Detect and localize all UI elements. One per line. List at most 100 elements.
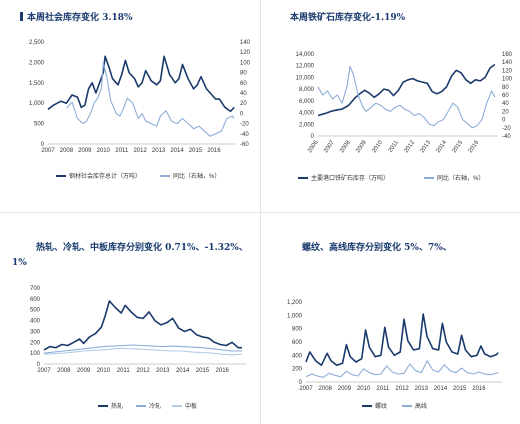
y-tick-label-left: 2,000 xyxy=(299,122,315,128)
y-tick-label-left: 600 xyxy=(30,297,41,303)
y-tick-label-right: 120 xyxy=(502,68,513,74)
x-tick-label: 2014 xyxy=(170,148,184,154)
y-tick-label-left: 10,000 xyxy=(296,75,315,81)
y-tick-label-right: 120 xyxy=(240,50,251,56)
y-tick-label-right: -60 xyxy=(240,142,249,148)
y-tick-label-left: 0 xyxy=(41,142,45,148)
x-tick-label: 2012 xyxy=(403,139,416,154)
x-tick-label: 2016 xyxy=(472,386,486,392)
y-tick-label-left: 500 xyxy=(34,122,45,128)
series-line-1 xyxy=(305,360,499,378)
series-line-2 xyxy=(43,347,243,356)
y-tick-label-left: 0 xyxy=(37,362,41,368)
x-tick-label: 2016 xyxy=(468,139,481,154)
chart-panel-0: 0 500 1,000 1,500 2,000 2,500 -60 -40 -20 0 20 40 60… xyxy=(29,40,251,180)
y-tick-label-left: 1,000 xyxy=(29,101,45,107)
y-tick-label-right: 60 xyxy=(240,81,247,87)
y-tick-label-right: 60 xyxy=(502,93,509,99)
y-tick-label-right: 0 xyxy=(240,111,244,117)
y-tick-label-left: 600 xyxy=(292,340,303,346)
title-text: 本周社会库存变化 3.18% xyxy=(27,13,133,23)
legend-label: 同比（右轴，%） xyxy=(437,174,484,182)
y-tick-label-left: 700 xyxy=(30,286,41,292)
y-tick-label-left: 8,000 xyxy=(299,87,315,93)
y-tick-label-right: 40 xyxy=(502,101,509,107)
x-tick-label: 2013 xyxy=(156,368,170,374)
x-tick-label: 2008 xyxy=(339,139,352,154)
y-tick-label-right: 20 xyxy=(502,109,509,115)
y-tick-label-left: 200 xyxy=(292,367,303,373)
title-text: 1% xyxy=(12,258,27,268)
x-tick-label: 2011 xyxy=(376,386,390,392)
y-tick-label-left: 1,500 xyxy=(29,81,45,87)
legend-label: 螺纹 xyxy=(375,402,387,410)
x-tick-label: 2015 xyxy=(189,148,203,154)
x-tick-label: 2007 xyxy=(41,148,55,154)
x-tick-label: 2010 xyxy=(371,139,384,154)
x-tick-label: 2012 xyxy=(136,368,150,374)
title-plate-inventory: 热轧、冷轧、中板库存分别变化 0.71%、-1.32%、 xyxy=(36,240,248,253)
y-tick-label-right: 100 xyxy=(502,77,513,83)
y-tick-label-right: 160 xyxy=(502,52,513,58)
x-tick-label: 2009 xyxy=(78,148,92,154)
x-tick-label: 2007 xyxy=(37,368,51,374)
title-plate-inventory-line2: 1% xyxy=(12,258,27,268)
x-tick-label: 2013 xyxy=(415,386,429,392)
title-iron-ore-inventory: 本周铁矿石库存变化-1.19% xyxy=(290,10,405,23)
x-tick-label: 2008 xyxy=(319,386,333,392)
x-tick-label: 2015 xyxy=(453,386,467,392)
legend-label: 热轧 xyxy=(111,402,123,410)
x-tick-label: 2013 xyxy=(420,139,433,154)
y-tick-label-right: 140 xyxy=(240,40,251,46)
y-tick-label-right: 40 xyxy=(240,91,247,97)
y-tick-label-right: -40 xyxy=(240,132,249,138)
x-tick-label: 2007 xyxy=(299,386,313,392)
y-tick-label-left: 4,000 xyxy=(299,111,315,117)
title-text: 螺纹、高线库存分别变化 5%、7%、 xyxy=(302,243,452,253)
x-tick-label: 2010 xyxy=(97,368,111,374)
horizontal-divider xyxy=(0,212,520,213)
y-tick-label-right: 80 xyxy=(502,85,509,91)
x-tick-label: 2011 xyxy=(388,139,401,154)
y-tick-label-right: 140 xyxy=(502,60,513,66)
legend-label: 冷轧 xyxy=(149,402,161,410)
title-social-inventory: 本周社会库存变化 3.18% xyxy=(20,10,133,23)
y-tick-label-left: 0 xyxy=(299,380,303,386)
y-tick-label-right: -20 xyxy=(240,122,249,128)
title-text: 本周铁矿石库存变化-1.19% xyxy=(290,13,406,23)
series-line-0 xyxy=(305,313,499,367)
y-tick-label-right: 100 xyxy=(240,60,251,66)
x-tick-label: 2007 xyxy=(323,139,336,154)
x-tick-label: 2012 xyxy=(133,148,147,154)
x-tick-label: 2015 xyxy=(452,139,465,154)
title-text: 热轧、冷轧、中板库存分别变化 0.71%、-1.32%、 xyxy=(36,243,248,253)
x-tick-label: 2008 xyxy=(57,368,71,374)
y-tick-label-left: 12,000 xyxy=(296,64,315,70)
x-tick-label: 2010 xyxy=(97,148,111,154)
x-tick-label: 2008 xyxy=(60,148,74,154)
x-tick-label: 2015 xyxy=(196,368,210,374)
series-line-0 xyxy=(317,63,496,117)
y-tick-label-left: 400 xyxy=(292,353,303,359)
x-tick-label: 2012 xyxy=(395,386,409,392)
y-tick-label-right: 0 xyxy=(502,118,506,124)
legend-label: 同比（右轴，%） xyxy=(173,172,220,180)
series-line-1 xyxy=(317,65,496,129)
title-marker xyxy=(20,12,23,21)
chart-panel-1: 0 2,000 4,000 6,000 8,000 10,000 12,000 14,000 -… xyxy=(296,52,513,182)
x-tick-label: 2013 xyxy=(152,148,166,154)
y-tick-label-right: -40 xyxy=(502,134,511,140)
y-tick-label-left: 0 xyxy=(311,134,315,140)
y-tick-label-left: 100 xyxy=(30,351,41,357)
series-line-0 xyxy=(43,300,242,351)
chart-panel-3: 0 200 400 600 800 1,000 1,200 2007 2008 2009 2010 2… xyxy=(287,300,502,410)
title-rebar-wire-inventory: 螺纹、高线库存分别变化 5%、7%、 xyxy=(302,240,452,253)
y-tick-label-left: 1,000 xyxy=(287,313,303,319)
x-tick-label: 2016 xyxy=(207,148,221,154)
x-tick-label: 2016 xyxy=(216,368,230,374)
series-line-1 xyxy=(43,344,242,354)
x-tick-label: 2011 xyxy=(117,368,131,374)
legend-label: 主要港口铁矿石库存（万吨） xyxy=(311,174,389,182)
y-tick-label-left: 2,000 xyxy=(29,60,45,66)
